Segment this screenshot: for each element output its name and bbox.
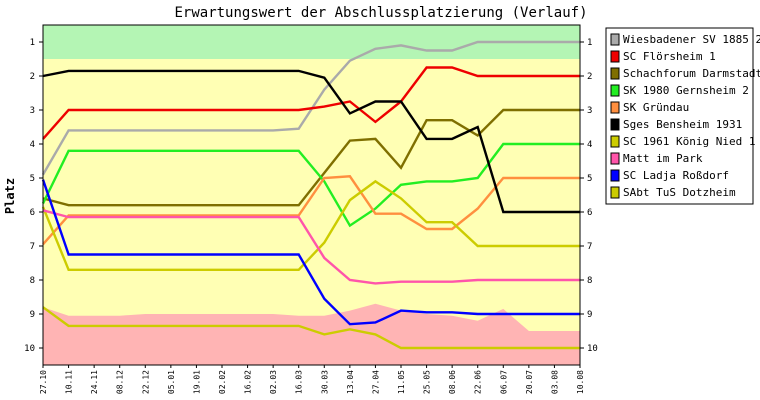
legend-label: SC Ladja Roßdorf (623, 169, 729, 182)
x-tick-label: 19.01 (192, 370, 201, 394)
y-tick-label-right: 2 (587, 72, 592, 82)
y-tick-label-right: 4 (587, 140, 592, 150)
x-tick-label: 27.04 (371, 370, 380, 394)
x-tick-label: 05.01 (167, 370, 176, 394)
x-tick-label: 30.03 (320, 370, 329, 394)
x-tick-label: 06.07 (499, 370, 508, 394)
series-line-4 (41, 142, 580, 228)
legend-label: Sges Bensheim 1931 (623, 118, 742, 131)
legend-label: SC 1961 König Nied 1 (623, 135, 755, 148)
x-tick-label: 02.03 (269, 370, 278, 394)
legend-swatch (610, 152, 620, 165)
x-tick-label: 25.05 (423, 370, 432, 394)
legend-swatch (610, 186, 620, 199)
y-tick-label-left: 8 (30, 276, 35, 286)
legend-label: Schachforum Darmstadt (623, 67, 760, 80)
legend-swatch (610, 118, 620, 131)
y-ticks-right: 1 2 3 4 5 6 7 8 9 10 (580, 38, 598, 354)
legend-swatch (610, 50, 620, 63)
series-line-7 (41, 179, 580, 271)
legend-swatch (610, 67, 620, 80)
y-tick-label-left: 9 (30, 310, 35, 320)
y-tick-label-right: 5 (587, 174, 592, 184)
series-line-8 (42, 209, 580, 285)
y-tick-label-left: 10 (24, 344, 35, 354)
y-ticks-left: 1 2 3 4 5 6 7 8 9 10 (24, 38, 43, 354)
plot-frame (42, 24, 581, 366)
x-tick-label: 22.12 (141, 370, 150, 394)
y-tick-label-right: 7 (587, 242, 592, 252)
y-tick-label-right: 1 (587, 38, 592, 48)
legend-swatch (610, 101, 620, 114)
y-axis-label: Platz (3, 178, 17, 214)
band-relegation (43, 303, 580, 365)
legend: Wiesbadener SV 1885 2 SC Flörsheim 1 Schac… (605, 27, 760, 205)
legend-box (605, 27, 754, 205)
x-ticks: 27.10 10.11 24.11 08.12 22.12 05.01 19.01 02.02… (39, 365, 585, 394)
y-tick-label-left: 2 (30, 72, 35, 82)
legend-label: Matt im Park (623, 152, 703, 165)
series-line-3 (42, 108, 580, 207)
series-line-6 (42, 69, 580, 214)
legend-label: SC Flörsheim 1 (623, 50, 716, 63)
y-tick-label-right: 6 (587, 208, 592, 218)
x-tick-label: 27.10 (39, 370, 48, 394)
legend-swatch (610, 84, 620, 97)
x-tick-label: 10.11 (65, 370, 74, 394)
y-tick-label-left: 5 (30, 174, 35, 184)
x-tick-label: 16.03 (295, 370, 304, 394)
x-tick-label: 13.04 (346, 370, 355, 394)
series-line-9 (41, 179, 580, 326)
y-tick-label-right: 10 (587, 344, 598, 354)
x-tick-label: 03.08 (550, 370, 559, 394)
y-tick-label-right: 3 (587, 106, 592, 116)
x-tick-label: 16.02 (244, 370, 253, 394)
y-tick-label-right: 9 (587, 310, 592, 320)
x-tick-label: 02.02 (218, 370, 227, 394)
x-tick-label: 10.08 (576, 370, 585, 394)
legend-swatch (610, 135, 620, 148)
legend-swatch (610, 169, 620, 182)
y-tick-label-left: 4 (30, 140, 35, 150)
series-line-5 (42, 175, 580, 246)
series-line-2 (42, 66, 580, 140)
legend-label: SK Gründau (623, 101, 689, 114)
y-tick-label-left: 3 (30, 106, 35, 116)
y-tick-label-left: 6 (30, 208, 35, 218)
legend-label: SAbt TuS Dotzheim (623, 186, 736, 199)
x-tick-label: 11.05 (397, 370, 406, 394)
x-tick-label: 08.12 (116, 370, 125, 394)
chart-title: Erwartungswert der Abschlussplatzierung … (174, 5, 587, 21)
legend-swatch (610, 33, 620, 46)
series-line-10 (42, 306, 580, 350)
x-tick-label: 22.06 (474, 370, 483, 394)
y-tick-label-left: 7 (30, 242, 35, 252)
y-tick-label-right: 8 (587, 276, 592, 286)
x-tick-label: 24.11 (90, 370, 99, 394)
x-tick-label: 20.07 (525, 370, 534, 394)
series-lines (41, 40, 580, 350)
legend-label: SK 1980 Gernsheim 2 (623, 84, 749, 97)
y-tick-label-left: 1 (30, 38, 35, 48)
legend-label: Wiesbadener SV 1885 2 (623, 33, 760, 46)
x-tick-label: 08.06 (448, 370, 457, 394)
